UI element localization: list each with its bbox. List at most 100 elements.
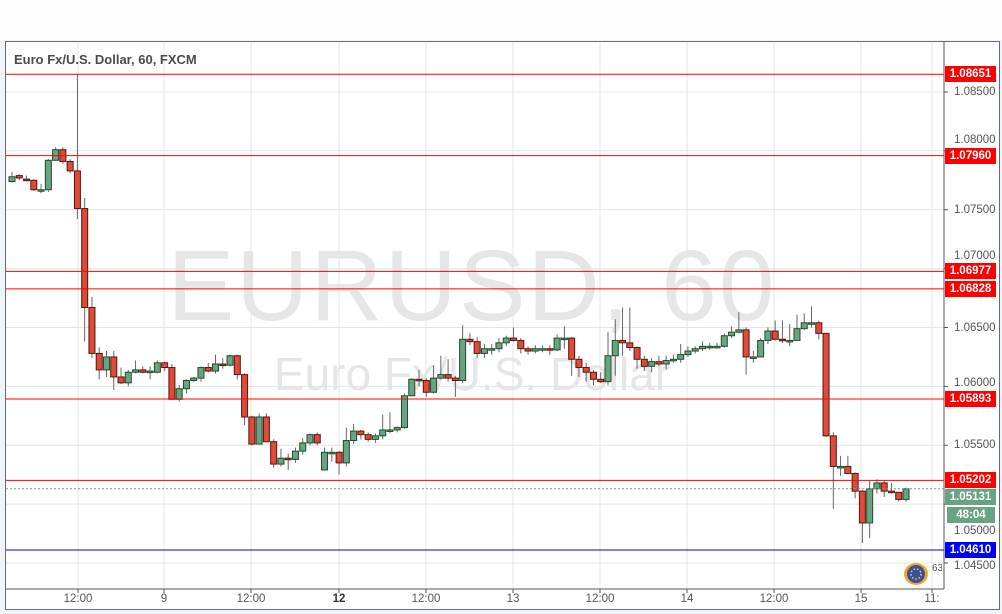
candle-up (153, 362, 161, 373)
candle-up (52, 149, 60, 161)
candle-up (480, 348, 488, 354)
candle-down (444, 374, 452, 379)
candle-up (182, 379, 190, 390)
level-price-label[interactable]: 1.07960 (945, 147, 996, 164)
candle-down (851, 473, 859, 492)
price-tick-label: 1.06000 (954, 377, 996, 390)
candle-down (139, 369, 147, 373)
candle-up (386, 429, 394, 432)
price-tick-label: 1.05500 (954, 439, 996, 452)
candle-down (633, 347, 641, 360)
candle-down (66, 160, 74, 172)
candle-down (771, 330, 779, 340)
level-price-label[interactable]: 1.05202 (945, 472, 996, 489)
candle-down (640, 358, 648, 367)
time-label: 12:00 (585, 593, 615, 605)
candle-up (408, 378, 416, 397)
candle-up (684, 350, 692, 356)
candle-up (837, 465, 845, 469)
candle-up (786, 339, 794, 343)
candle-up (764, 330, 772, 341)
candle-up (393, 427, 401, 431)
candle-up (553, 337, 561, 351)
time-label: 12:00 (411, 593, 441, 605)
candle-down (204, 367, 212, 372)
candle-up (728, 331, 736, 337)
candle-up (873, 482, 881, 490)
candle-up (430, 377, 438, 393)
candle-down (15, 175, 23, 179)
candle-up (866, 488, 874, 524)
level-price-label[interactable]: 1.04610 (945, 542, 996, 559)
candle-down (248, 416, 256, 445)
candle-down (357, 430, 365, 436)
price-tick-label: 1.04500 (954, 560, 996, 572)
level-price-label[interactable]: 1.05893 (945, 390, 996, 407)
candle-up (735, 329, 743, 333)
candle-up (175, 388, 183, 400)
candle-down (88, 306, 96, 354)
candle-down (95, 352, 103, 371)
candle-up (371, 435, 379, 440)
time-label: 15 (854, 593, 868, 605)
time-label: 11: (924, 593, 940, 605)
candle-up (539, 348, 547, 351)
logo-number: 63 (932, 563, 942, 574)
candle-down (364, 434, 372, 440)
candle-up (713, 345, 721, 349)
time-label: 12:00 (759, 593, 789, 605)
candle-up (560, 337, 568, 341)
level-price-label[interactable]: 1.06977 (945, 263, 996, 280)
candle-up (212, 363, 220, 372)
candle-up (706, 345, 714, 349)
time-label: 13 (506, 593, 520, 605)
candle-down (589, 371, 597, 380)
candle-down (844, 465, 852, 475)
candle-down (161, 362, 169, 369)
time-label: 12:00 (236, 593, 266, 605)
price-tick-label: 1.07500 (954, 203, 996, 216)
candle-down (858, 490, 866, 524)
candle-up (720, 335, 728, 347)
candle-down (168, 367, 176, 400)
candle-up (226, 355, 234, 366)
candle-down (284, 457, 292, 461)
candle-down (524, 348, 532, 352)
candle-down (597, 378, 605, 383)
candle-down (655, 361, 663, 365)
candle-down (742, 329, 750, 358)
candle-down (466, 338, 474, 343)
candle-down (73, 170, 81, 210)
candle-down (815, 322, 823, 334)
candle-up (379, 429, 387, 437)
candle-up (328, 451, 336, 455)
watermark-name: Euro Fx/U.S. Dollar (273, 348, 671, 400)
broker-logo-icon: 63 (904, 563, 942, 585)
candle-up (691, 348, 699, 352)
candle-down (619, 339, 627, 344)
price-tick-label: 1.07000 (954, 249, 996, 262)
candle-down (568, 337, 576, 360)
candle-down (451, 377, 459, 381)
chart-title: Euro Fx/U.S. Dollar, 60, FXCM (14, 52, 197, 67)
price-tick-label: 1.08000 (954, 133, 996, 146)
candle-down (23, 178, 31, 182)
candle-up (132, 369, 140, 373)
time-label: 12:00 (63, 593, 93, 605)
current-price-label: 1.05131 (945, 489, 996, 506)
candle-up (277, 457, 285, 465)
candle-up (757, 339, 765, 358)
candle-down (626, 342, 634, 349)
candle-down (822, 332, 830, 437)
candle-up (604, 355, 612, 383)
candle-up (124, 371, 132, 384)
level-price-label[interactable]: 1.08651 (945, 66, 996, 83)
level-price-label[interactable]: 1.06828 (945, 280, 996, 297)
candle-up (146, 370, 154, 374)
candle-down (575, 358, 583, 369)
candle-down (219, 363, 227, 367)
candle-down (270, 441, 278, 465)
candle-up (350, 430, 358, 442)
candle-down (233, 355, 241, 376)
